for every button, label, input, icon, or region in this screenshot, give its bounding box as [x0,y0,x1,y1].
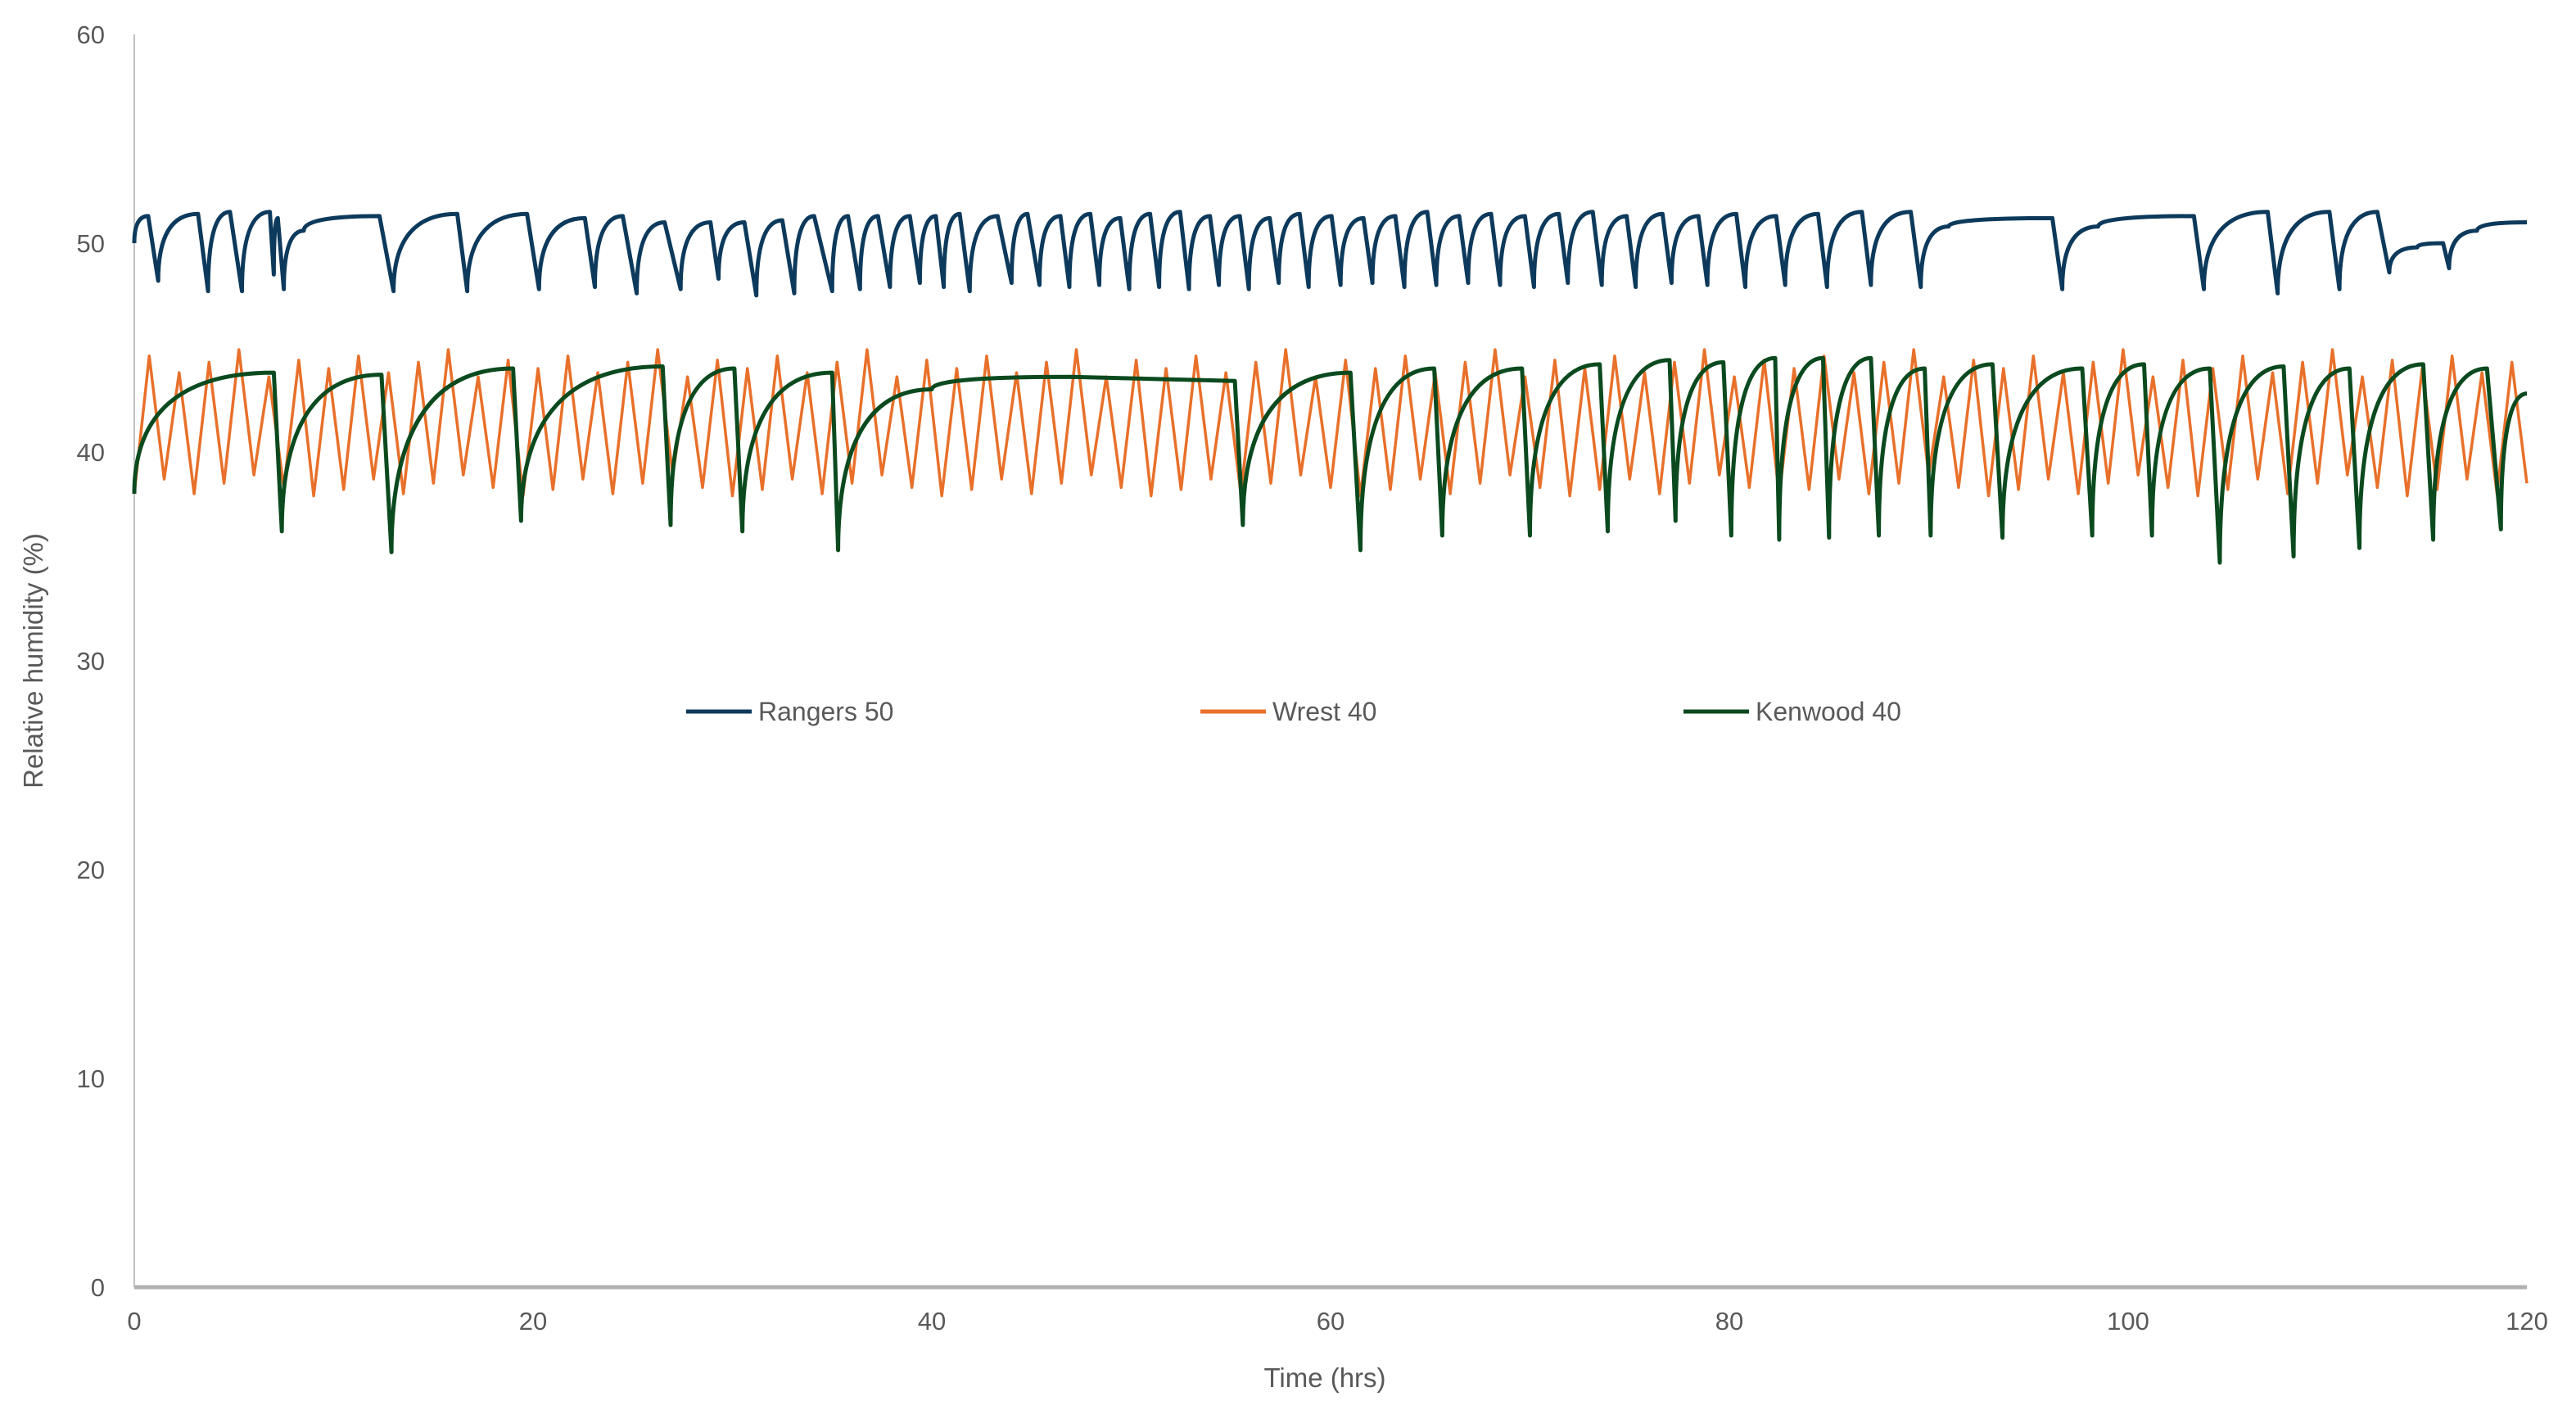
y-axis-title: Relative humidity (%) [18,533,48,789]
legend: Rangers 50 Wrest 40 Kenwood 40 [686,697,1901,726]
x-axis-title: Time (hrs) [1263,1363,1385,1393]
y-tick-label: 40 [77,438,105,467]
y-tick-label: 0 [91,1273,105,1302]
legend-label: Wrest 40 [1272,697,1376,726]
x-tick-label: 60 [1317,1307,1344,1335]
y-tick-label: 50 [77,229,105,258]
legend-item: Wrest 40 [1200,697,1376,726]
legend-item: Kenwood 40 [1683,697,1901,726]
x-tick-label: 40 [918,1307,946,1335]
x-tick-label: 80 [1715,1307,1743,1335]
x-tick-labels: 0 20 40 60 80 100 120 [127,1307,2547,1335]
series-layer [132,210,2529,565]
legend-label: Rangers 50 [758,697,893,726]
series-line-wrest-40 [133,348,2529,498]
series-line-rangers-50 [132,210,2528,298]
y-tick-label: 10 [77,1064,105,1093]
series-line-kenwood-40 [132,355,2528,565]
x-tick-label: 120 [2506,1307,2548,1335]
legend-label: Kenwood 40 [1756,697,1901,726]
y-tick-labels: 0 10 20 30 40 50 60 [77,20,105,1302]
x-tick-label: 0 [127,1307,141,1335]
legend-item: Rangers 50 [686,697,893,726]
x-tick-label: 100 [2107,1307,2149,1335]
x-tick-label: 20 [519,1307,547,1335]
y-tick-label: 30 [77,647,105,676]
y-tick-label: 20 [77,856,105,884]
y-tick-label: 60 [77,20,105,49]
